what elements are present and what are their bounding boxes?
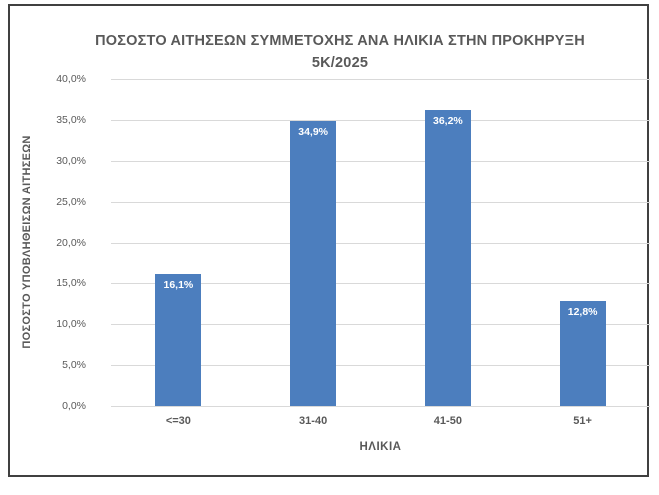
y-tick-label: 35,0% [56,113,86,126]
bar-value-label: 16,1% [163,279,194,292]
gridline [111,365,650,367]
bar-value-label: 36,2% [432,115,463,128]
x-tick-label: <=30 [165,415,191,427]
gridline [111,283,650,285]
x-axis-title: ΗΛΙΚΙΑ [359,441,402,453]
y-tick-label: 15,0% [56,277,86,290]
x-tick-label: 31-40 [299,415,328,427]
y-tick-label: 40,0% [56,73,86,85]
y-tick-label: 5,0% [62,359,86,372]
bar: 36,2% [424,110,471,406]
gridline [111,160,650,162]
gridline [111,406,650,407]
chart-title: ΠΟΣΟΣΤΟ ΑΙΤΗΣΕΩΝ ΣΥΜΜΕΤΟΧΗΣ ΑΝΑ ΗΛΙΚΙΑ Σ… [95,33,585,72]
x-tick-label: 41-50 [433,415,462,427]
gridline [111,79,650,80]
gridline [111,201,650,203]
y-tick-label: 20,0% [56,236,86,249]
bar-value-label: 12,8% [567,306,598,319]
bar-value-label: 34,9% [298,125,329,138]
y-tick-label: 0,0% [62,400,86,412]
bar: 16,1% [155,274,202,406]
gridline [111,119,650,121]
gridline [111,242,650,244]
x-tick-label: 51+ [573,415,592,427]
chart-frame: ΠΟΣΟΣΤΟ ΑΙΤΗΣΕΩΝ ΣΥΜΜΕΤΟΧΗΣ ΑΝΑ ΗΛΙΚΙΑ Σ… [8,4,650,477]
y-tick-label: 30,0% [56,154,86,167]
y-tick-label: 25,0% [56,195,86,208]
y-tick-label: 10,0% [56,318,86,331]
bar: 12,8% [559,301,606,406]
plot-area: 0,0% 5,0% 10,0% 15,0% 20,0% 25,0% 30,0% 35,0% 40… [56,73,650,427]
bar: 34,9% [290,120,337,406]
gridline [111,324,650,326]
